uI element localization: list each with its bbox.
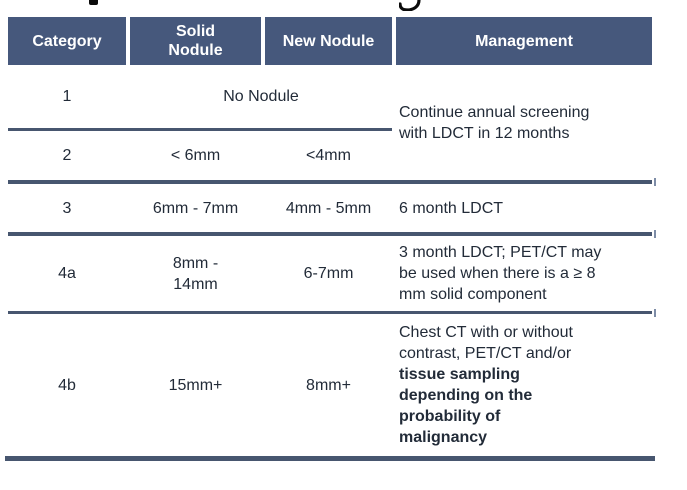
row4a-new-nodule-cell: 6-7mm <box>303 265 354 282</box>
row3-management-cell: 6 month LDCT <box>399 199 504 217</box>
divider-row2-row3 <box>8 178 656 186</box>
row3-new-nodule-cell: 4mm - 5mm <box>285 199 372 217</box>
table-row-1: 1 No Nodule <box>8 65 392 128</box>
divider-right-tick <box>654 309 656 317</box>
divider-row1-row2 <box>8 128 392 131</box>
row3-category-cell: 3 <box>62 199 72 217</box>
nodule-management-table: Category Solid Nodule New Nodule Managem… <box>5 17 656 461</box>
rows-1-2-left-columns: 1 No Nodule 2 < 6mm <4mm <box>8 65 392 180</box>
row4a-category-cell: 4a <box>58 265 76 282</box>
table-bottom-border <box>5 456 655 461</box>
row2-solid-nodule-cell: < 6mm <box>170 147 221 164</box>
row4b-new-nodule-cell: 8mm+ <box>306 376 351 394</box>
table-row-4b: 4b 15mm+ 8mm+ Chest CT with or without c… <box>8 314 652 456</box>
row4b-solid-nodule-cell: 15mm+ <box>168 376 223 394</box>
row4b-management-regular-text: Chest CT with or without contrast, PET/C… <box>399 324 573 362</box>
table-row-4a: 4a 8mm - 14mm 6-7mm 3 month LDCT; PET/CT… <box>8 236 652 311</box>
row2-new-nodule-cell: <4mm <box>306 147 351 164</box>
header-category: Category <box>8 17 126 65</box>
divider-right-tick <box>654 178 656 186</box>
clipped-title-descender-dot <box>89 0 98 5</box>
table-row-2: 2 < 6mm <4mm <box>8 131 392 180</box>
row4a-solid-nodule-cell: 8mm - 14mm <box>172 254 219 293</box>
row2-category-cell: 2 <box>62 147 72 164</box>
header-new-nodule: New Nodule <box>265 17 392 65</box>
row3-solid-nodule-cell: 6mm - 7mm <box>152 199 239 217</box>
row4b-category-cell: 4b <box>58 376 76 394</box>
rows-1-2-management-cell: Continue annual screening with LDCT in 1… <box>399 103 590 142</box>
row1-category-cell: 1 <box>62 88 72 105</box>
row4b-management-bold-text: tissue sampling depending on the probabi… <box>399 366 533 446</box>
divider-row3-row4a <box>8 230 656 238</box>
header-management: Management <box>396 17 652 65</box>
table-header-row: Category Solid Nodule New Nodule Managem… <box>8 17 652 65</box>
table-row-3: 3 6mm - 7mm 4mm - 5mm 6 month LDCT <box>8 184 652 232</box>
row1-no-nodule-cell: No Nodule <box>223 88 299 105</box>
row4b-management-cell: Chest CT with or without contrast, PET/C… <box>396 314 652 456</box>
header-solid-nodule: Solid Nodule <box>130 17 261 65</box>
row4b-management-text: Chest CT with or without contrast, PET/C… <box>399 322 573 448</box>
divider-right-tick <box>654 230 656 238</box>
divider-row4a-row4b <box>8 309 656 317</box>
row4a-management-cell: 3 month LDCT; PET/CT may be used when th… <box>399 244 602 303</box>
clipped-title-g-descender <box>399 0 421 11</box>
rows-1-2-group: 1 No Nodule 2 < 6mm <4mm Continue annual… <box>8 65 652 180</box>
